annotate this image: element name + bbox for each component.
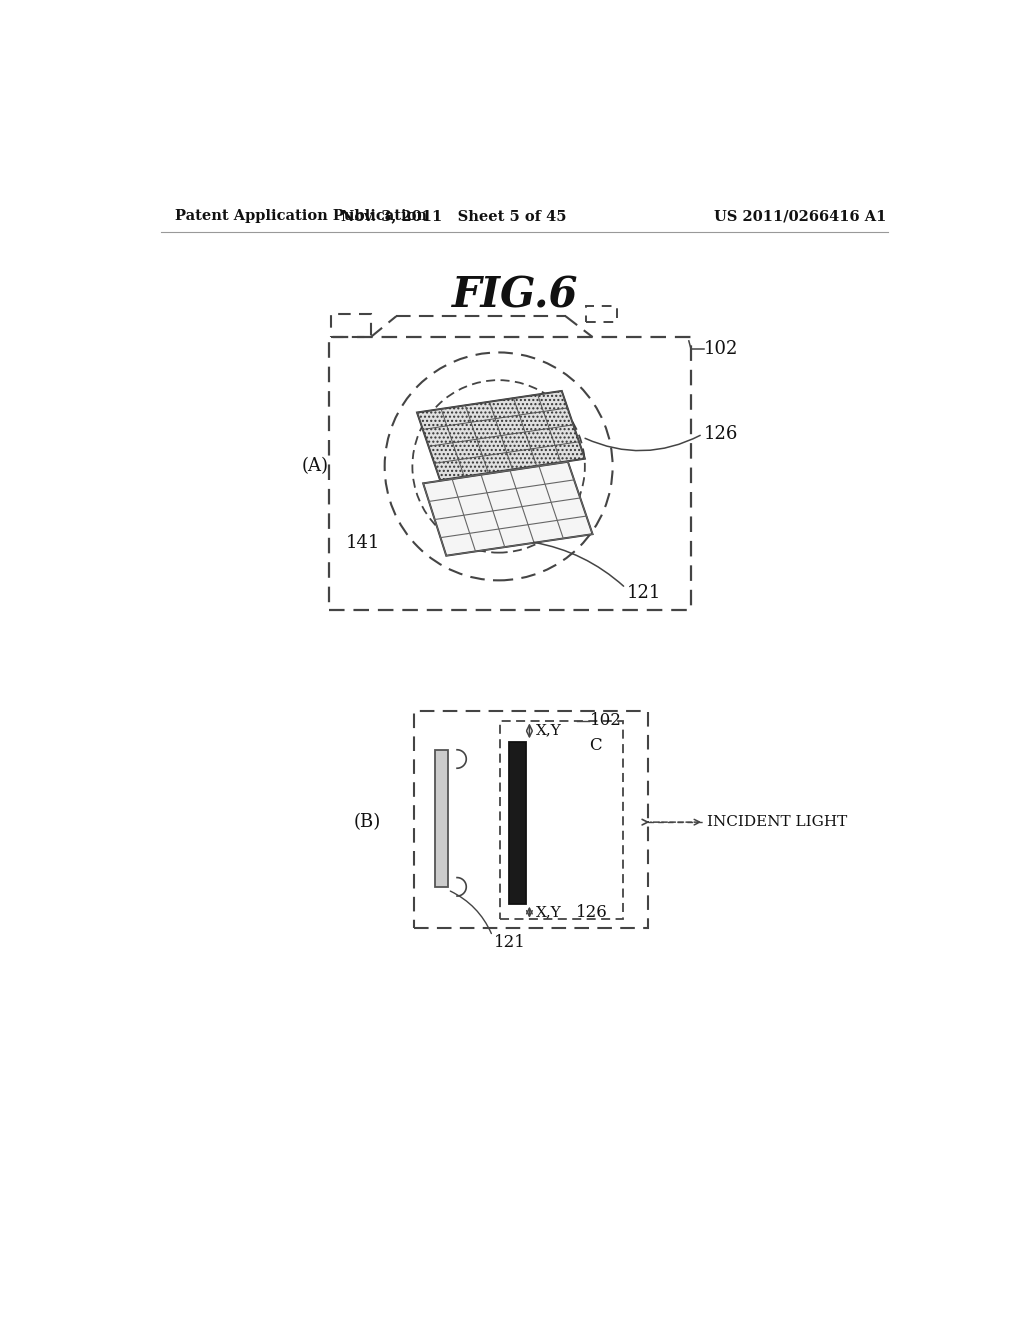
Bar bbox=[500, 721, 624, 919]
Text: Patent Application Publication: Patent Application Publication bbox=[175, 209, 427, 223]
Text: 102: 102 bbox=[590, 711, 622, 729]
Bar bbox=[587, 306, 617, 322]
Text: (A): (A) bbox=[301, 458, 329, 475]
Text: 102: 102 bbox=[705, 341, 738, 358]
Bar bbox=[414, 711, 648, 928]
Polygon shape bbox=[423, 462, 593, 556]
Text: 126: 126 bbox=[705, 425, 738, 444]
Bar bbox=[435, 750, 447, 887]
Bar bbox=[330, 337, 691, 610]
Text: Nov. 3, 2011   Sheet 5 of 45: Nov. 3, 2011 Sheet 5 of 45 bbox=[341, 209, 566, 223]
Text: (B): (B) bbox=[354, 813, 381, 832]
Text: FIG.6: FIG.6 bbox=[453, 275, 579, 317]
Text: US 2011/0266416 A1: US 2011/0266416 A1 bbox=[715, 209, 887, 223]
Text: X,Y: X,Y bbox=[536, 906, 561, 919]
Text: INCIDENT LIGHT: INCIDENT LIGHT bbox=[707, 816, 847, 829]
Text: 126: 126 bbox=[575, 904, 607, 921]
Text: 141: 141 bbox=[346, 535, 381, 552]
Text: C: C bbox=[590, 738, 602, 755]
Text: X,Y: X,Y bbox=[536, 723, 561, 738]
Bar bbox=[331, 314, 371, 337]
Polygon shape bbox=[417, 391, 585, 480]
Text: 121: 121 bbox=[628, 585, 662, 602]
Text: 121: 121 bbox=[495, 933, 526, 950]
Bar bbox=[509, 742, 526, 904]
